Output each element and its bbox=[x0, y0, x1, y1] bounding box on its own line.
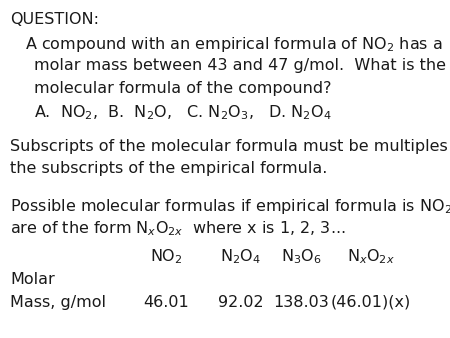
Text: are of the form N$_x$O$_{2x}$  where x is 1, 2, 3...: are of the form N$_x$O$_{2x}$ where x is… bbox=[10, 219, 346, 238]
Text: 92.02: 92.02 bbox=[218, 295, 264, 310]
Text: 138.03: 138.03 bbox=[274, 295, 329, 310]
Text: Possible molecular formulas if empirical formula is NO$_2$: Possible molecular formulas if empirical… bbox=[10, 197, 450, 216]
Text: the subscripts of the empirical formula.: the subscripts of the empirical formula. bbox=[10, 161, 327, 176]
Text: Mass, g/mol: Mass, g/mol bbox=[10, 295, 106, 310]
Text: NO$_2$: NO$_2$ bbox=[150, 247, 183, 266]
Text: molar mass between 43 and 47 g/mol.  What is the: molar mass between 43 and 47 g/mol. What… bbox=[34, 58, 446, 73]
Text: (46.01)(x): (46.01)(x) bbox=[331, 295, 411, 310]
Text: 46.01: 46.01 bbox=[144, 295, 189, 310]
Text: A.  NO$_2$,  B.  N$_2$O,   C. N$_2$O$_3$,   D. N$_2$O$_4$: A. NO$_2$, B. N$_2$O, C. N$_2$O$_3$, D. … bbox=[34, 103, 332, 122]
Text: N$_3$O$_6$: N$_3$O$_6$ bbox=[281, 247, 322, 266]
Text: molecular formula of the compound?: molecular formula of the compound? bbox=[34, 81, 331, 96]
Text: QUESTION:: QUESTION: bbox=[10, 12, 99, 27]
Text: Molar: Molar bbox=[10, 272, 54, 287]
Text: Subscripts of the molecular formula must be multiples of: Subscripts of the molecular formula must… bbox=[10, 139, 450, 153]
Text: N$_x$O$_{2x}$: N$_x$O$_{2x}$ bbox=[347, 247, 395, 266]
Text: A compound with an empirical formula of NO$_2$ has a: A compound with an empirical formula of … bbox=[25, 35, 442, 54]
Text: N$_2$O$_4$: N$_2$O$_4$ bbox=[220, 247, 261, 266]
